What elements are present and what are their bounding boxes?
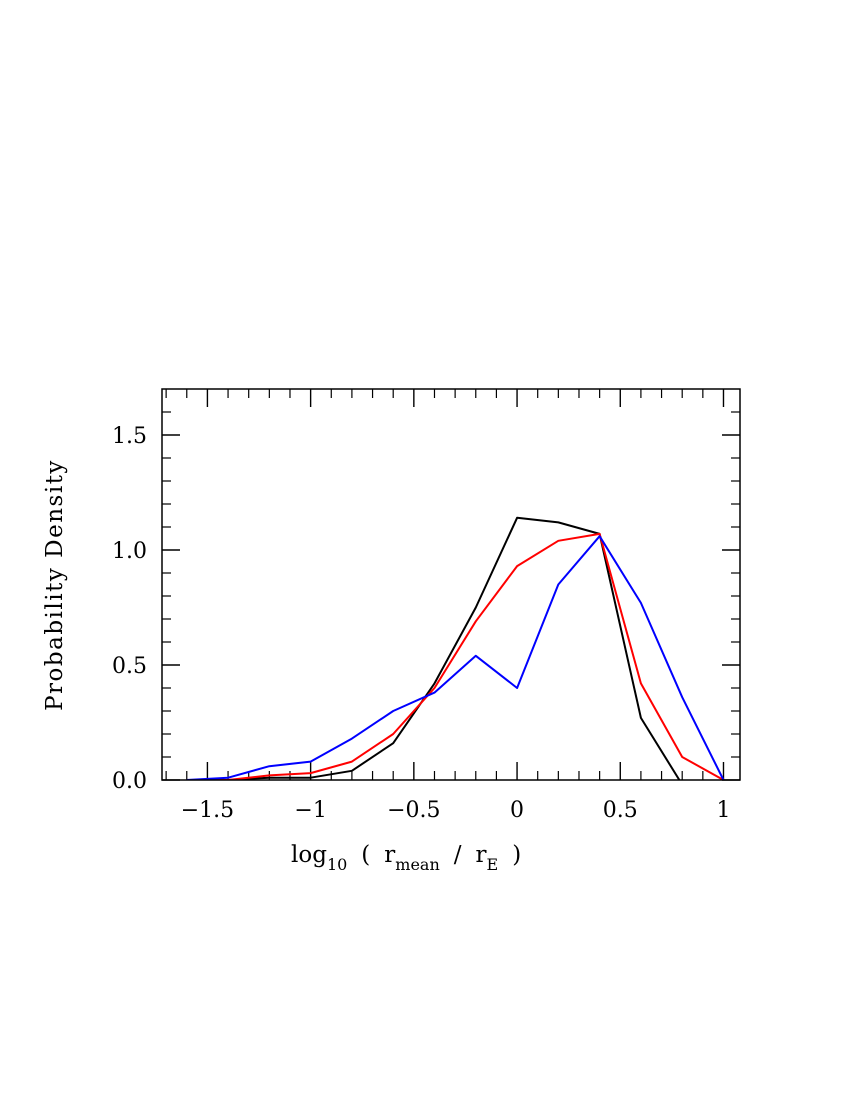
x-axis-label: log10(rmean / rE)	[291, 842, 521, 874]
y-tick-label: 0.5	[112, 654, 147, 679]
series-group	[186, 516, 725, 780]
y-tick-label: 1.5	[112, 424, 147, 449]
plot-frame	[161, 388, 741, 781]
y-axis-label: Probability Density	[42, 459, 68, 711]
y-tick-label: 1.0	[112, 539, 147, 564]
x-tick-label: 0.5	[603, 798, 638, 823]
series-line-blue	[186, 535, 725, 780]
x-tick-label: −1.5	[181, 798, 234, 823]
x-tick-label: 1	[716, 798, 730, 823]
y-tick-label: 0.0	[112, 769, 147, 794]
major-ticks	[162, 389, 740, 781]
series-line-black	[186, 516, 681, 780]
x-tick-label: 0	[510, 798, 524, 823]
series-line-red	[186, 532, 724, 780]
x-tick-label: −1	[294, 798, 326, 823]
x-tick-label: −0.5	[387, 798, 440, 823]
minor-ticks	[162, 389, 740, 780]
tick-labels: −1.5 −1 −0.5 0 0.5 1 0.0 0.5 1.0 1.5	[112, 424, 730, 823]
